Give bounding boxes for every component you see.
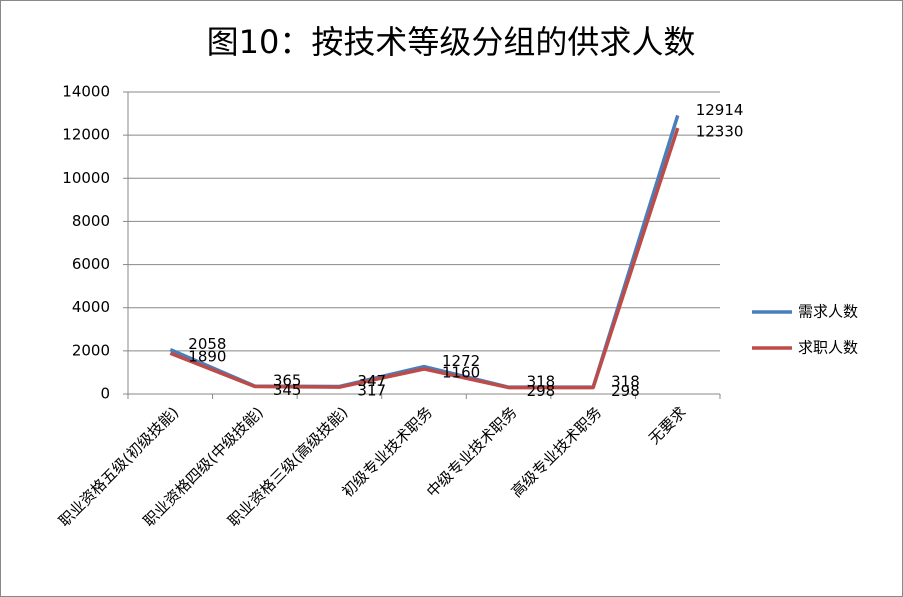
chart-title: 图10：按技术等级分组的供求人数 [207,23,696,61]
data-label: 12330 [696,123,744,141]
y-tick-label: 4000 [72,298,110,316]
y-tick-label: 2000 [72,341,110,359]
data-label: 298 [527,382,556,400]
data-label: 318 [611,373,640,391]
legend-label: 求职人数 [798,339,858,357]
data-label: 1890 [188,348,226,366]
y-tick-label: 12000 [62,126,110,144]
y-tick-label: 14000 [62,83,110,101]
data-label: 298 [611,382,640,400]
y-tick-label: 0 [100,385,110,403]
legend-label: 需求人数 [798,303,858,321]
data-label: 317 [357,382,386,400]
series-line [169,127,680,390]
y-tick-label: 6000 [72,255,110,273]
y-tick-label: 8000 [72,212,110,230]
data-label: 2058 [188,335,226,353]
data-label: 1160 [442,363,480,381]
data-label: 318 [527,373,556,391]
data-label: 365 [273,372,302,390]
data-label: 1272 [442,352,480,370]
data-label: 345 [273,381,302,399]
y-tick-label: 10000 [62,169,110,187]
data-label: 347 [357,372,386,390]
data-label: 12914 [696,101,744,119]
